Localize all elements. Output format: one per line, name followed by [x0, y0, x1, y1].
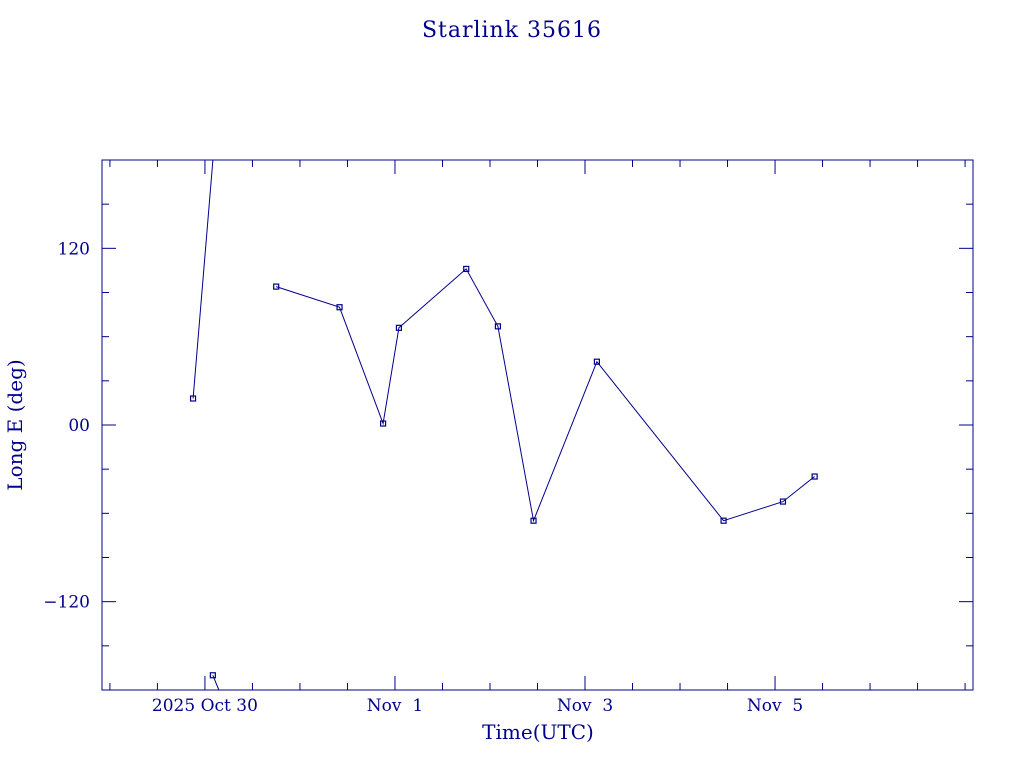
y-tick-label: 00: [68, 416, 90, 436]
data-point: [463, 265, 470, 273]
series-lines: [192, 159, 815, 691]
x-tick-label: 2025 Oct 30: [152, 696, 258, 716]
axis-ticks: 120 00 −120 2025 Oct 30 Nov 1 Nov 3 Nov 5: [43, 160, 973, 716]
data-point: [593, 358, 600, 365]
data-point: [530, 517, 537, 524]
x-tick-label: Nov 3: [557, 696, 613, 716]
data-point: [189, 395, 197, 402]
x-tick-label: Nov 1: [367, 696, 423, 716]
data-point: [273, 283, 280, 290]
x-axis-label: Time(UTC): [482, 720, 594, 744]
data-point: [779, 498, 787, 505]
data-point: [494, 323, 502, 330]
y-axis-label: Long E (deg): [3, 359, 27, 490]
plot-frame: [101, 159, 974, 691]
series-line: [192, 159, 214, 399]
series-line: [276, 268, 815, 523]
y-tick-label: 120: [58, 239, 90, 259]
data-point: [720, 517, 727, 524]
x-tick-label: Nov 5: [747, 696, 803, 716]
chart-title: Starlink 35616: [422, 18, 602, 43]
data-point: [209, 672, 216, 679]
y-tick-label: −120: [43, 593, 90, 613]
series-markers: [189, 265, 818, 679]
data-point: [336, 304, 343, 311]
data-point: [811, 473, 818, 480]
data-point: [395, 324, 403, 331]
data-point: [379, 420, 387, 427]
